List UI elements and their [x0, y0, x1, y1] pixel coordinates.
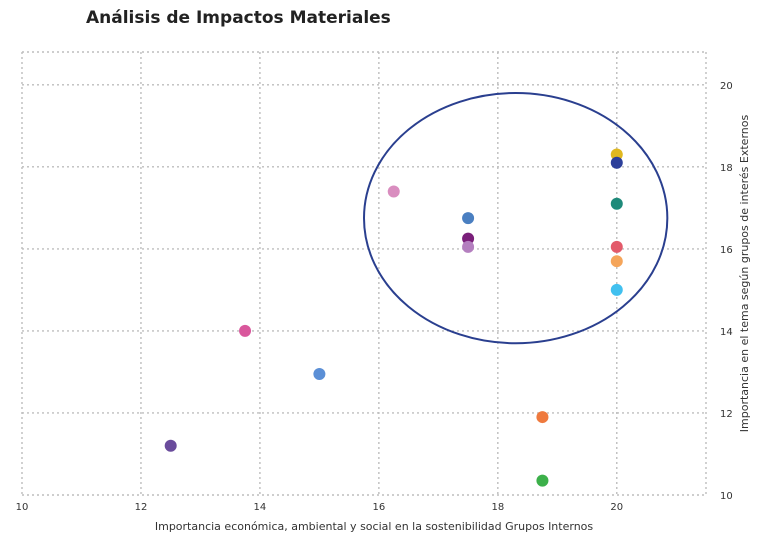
data-point: [610, 148, 623, 161]
y-tick-label: 18: [720, 163, 733, 174]
data-point: [164, 439, 177, 452]
data-point: [610, 255, 623, 268]
data-point: [462, 240, 475, 253]
highlight-ellipse: [363, 92, 669, 345]
y-tick-label: 16: [720, 245, 733, 256]
data-point: [610, 283, 623, 296]
chart-title: Análisis de Impactos Materiales: [86, 8, 391, 28]
data-point: [462, 212, 475, 225]
data-point: [313, 367, 326, 380]
data-point: [610, 197, 623, 210]
data-point: [536, 474, 549, 487]
grid: [21, 51, 707, 496]
y-tick-label: 10: [720, 491, 733, 502]
x-tick-label: 18: [491, 502, 504, 513]
ellipse-layer: [363, 92, 669, 345]
y-tick-labels: 10 12 14 16 18 20: [720, 81, 733, 502]
points: [164, 148, 623, 487]
data-point: [610, 240, 623, 253]
x-axis-label: Importancia económica, ambiental y socia…: [155, 520, 594, 533]
x-tick-label: 16: [373, 502, 386, 513]
y-tick-label: 12: [720, 409, 733, 420]
x-tick-label: 12: [135, 502, 148, 513]
data-point: [462, 232, 475, 245]
y-axis-label: Importancia en el tema según grupos de i…: [738, 115, 751, 433]
x-tick-labels: 10 12 14 16 18 20: [16, 502, 624, 513]
x-tick-label: 10: [16, 502, 29, 513]
data-point: [610, 156, 623, 169]
y-tick-label: 14: [720, 327, 733, 338]
data-point: [536, 411, 549, 424]
x-tick-label: 14: [254, 502, 267, 513]
y-tick-label: 20: [720, 81, 733, 92]
data-point: [239, 324, 252, 337]
data-point: [387, 185, 400, 198]
x-tick-label: 20: [610, 502, 623, 513]
